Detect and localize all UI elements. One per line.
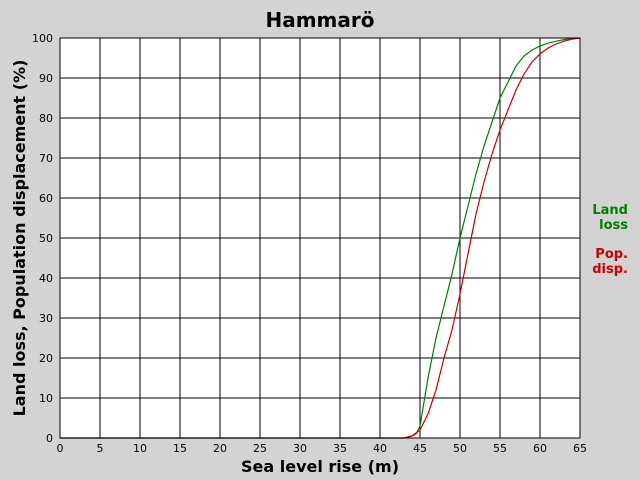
x-tick-label: 20 bbox=[213, 442, 227, 455]
y-tick-label: 20 bbox=[39, 352, 53, 365]
y-tick-label: 80 bbox=[39, 112, 53, 125]
x-tick-label: 5 bbox=[97, 442, 104, 455]
x-axis-label: Sea level rise (m) bbox=[241, 457, 399, 476]
y-tick-label: 30 bbox=[39, 312, 53, 325]
legend-pop-disp-line1: Pop. bbox=[595, 247, 628, 262]
x-tick-label: 35 bbox=[333, 442, 347, 455]
y-tick-label: 100 bbox=[32, 32, 53, 45]
y-tick-label: 60 bbox=[39, 192, 53, 205]
y-tick-label: 40 bbox=[39, 272, 53, 285]
y-tick-label: 10 bbox=[39, 392, 53, 405]
legend-land-loss-line1: Land bbox=[592, 203, 628, 218]
y-tick-label: 90 bbox=[39, 72, 53, 85]
x-tick-label: 25 bbox=[253, 442, 267, 455]
x-tick-label: 55 bbox=[493, 442, 507, 455]
x-tick-label: 45 bbox=[413, 442, 427, 455]
x-tick-label: 65 bbox=[573, 442, 587, 455]
legend-land-loss-line2: loss bbox=[599, 218, 628, 233]
y-tick-label: 0 bbox=[46, 432, 53, 445]
y-tick-labels: 0 10 20 30 40 50 60 70 80 90 100 bbox=[32, 32, 53, 445]
series-line-pop-disp bbox=[60, 37, 581, 439]
chart-title: Hammarö bbox=[265, 8, 374, 32]
legend: Land loss Pop. disp. bbox=[592, 203, 628, 277]
y-tick-label: 50 bbox=[39, 232, 53, 245]
x-tick-labels: 0 5 10 15 20 25 30 35 40 45 50 55 60 65 bbox=[57, 442, 588, 455]
series-group bbox=[60, 37, 581, 439]
plot-frame bbox=[59, 37, 581, 439]
y-axis-label: Land loss, Population displacement (%) bbox=[10, 60, 29, 417]
x-tick-label: 30 bbox=[293, 442, 307, 455]
x-tick-label: 0 bbox=[57, 442, 64, 455]
legend-pop-disp-line2: disp. bbox=[592, 262, 628, 277]
x-tick-label: 50 bbox=[453, 442, 467, 455]
x-tick-label: 40 bbox=[373, 442, 387, 455]
x-tick-label: 10 bbox=[133, 442, 147, 455]
x-tick-label: 60 bbox=[533, 442, 547, 455]
x-tick-label: 15 bbox=[173, 442, 187, 455]
y-tick-label: 70 bbox=[39, 152, 53, 165]
